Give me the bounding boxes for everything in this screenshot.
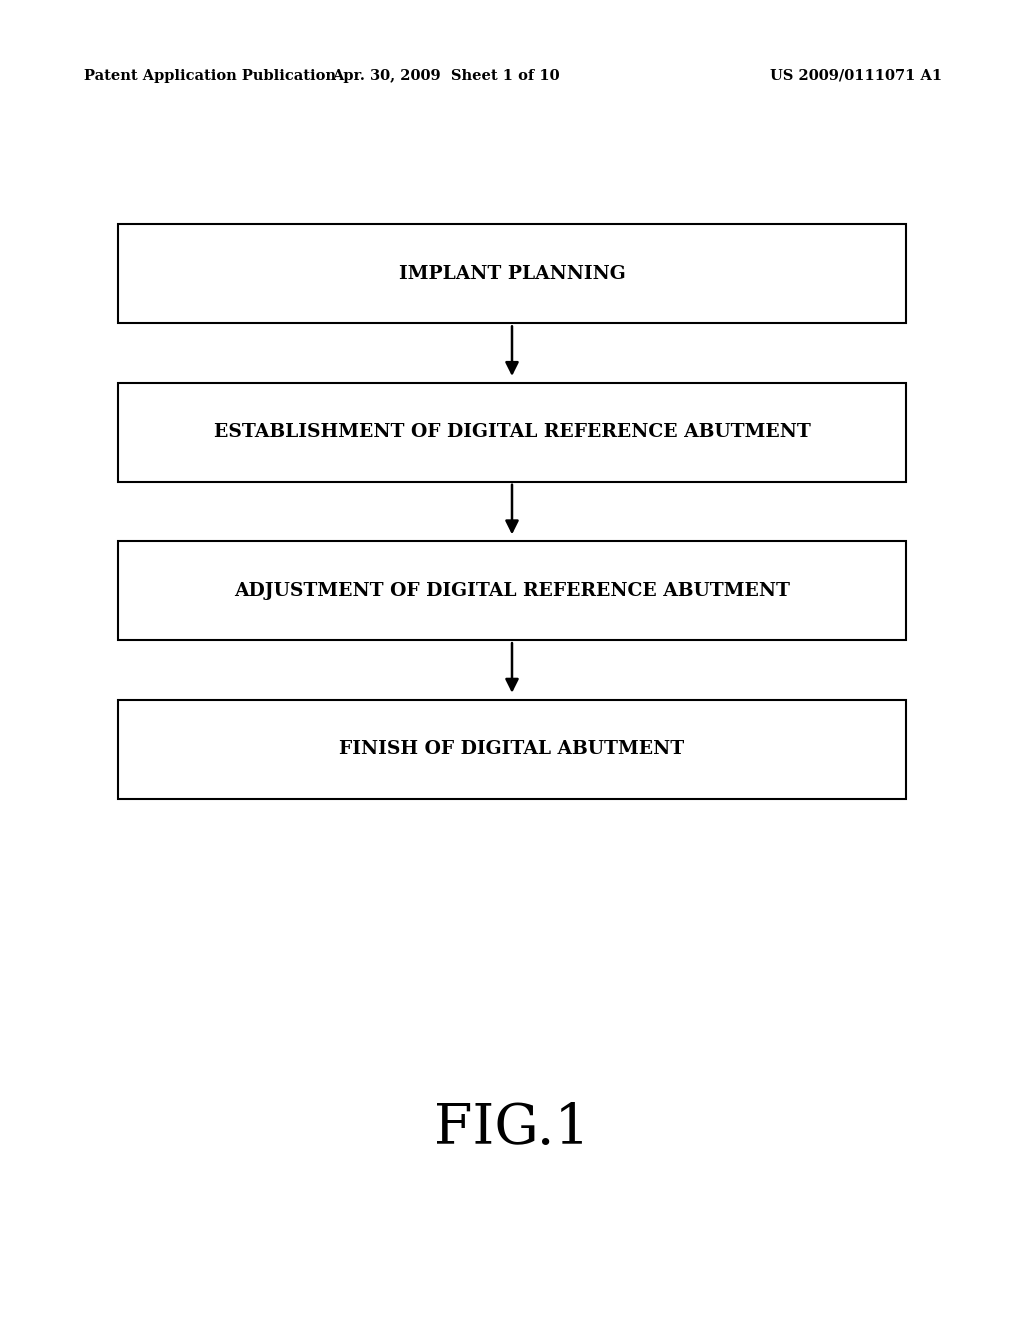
- Bar: [118, 541, 906, 640]
- Text: ESTABLISHMENT OF DIGITAL REFERENCE ABUTMENT: ESTABLISHMENT OF DIGITAL REFERENCE ABUTM…: [214, 424, 810, 441]
- Text: US 2009/0111071 A1: US 2009/0111071 A1: [770, 69, 942, 83]
- Bar: [118, 224, 906, 323]
- Text: Patent Application Publication: Patent Application Publication: [84, 69, 336, 83]
- Bar: [118, 383, 906, 482]
- Text: Apr. 30, 2009  Sheet 1 of 10: Apr. 30, 2009 Sheet 1 of 10: [332, 69, 559, 83]
- Text: FIG.1: FIG.1: [434, 1101, 590, 1156]
- Text: IMPLANT PLANNING: IMPLANT PLANNING: [398, 265, 626, 282]
- Text: FINISH OF DIGITAL ABUTMENT: FINISH OF DIGITAL ABUTMENT: [339, 741, 685, 758]
- Text: ADJUSTMENT OF DIGITAL REFERENCE ABUTMENT: ADJUSTMENT OF DIGITAL REFERENCE ABUTMENT: [234, 582, 790, 599]
- Bar: [118, 700, 906, 799]
